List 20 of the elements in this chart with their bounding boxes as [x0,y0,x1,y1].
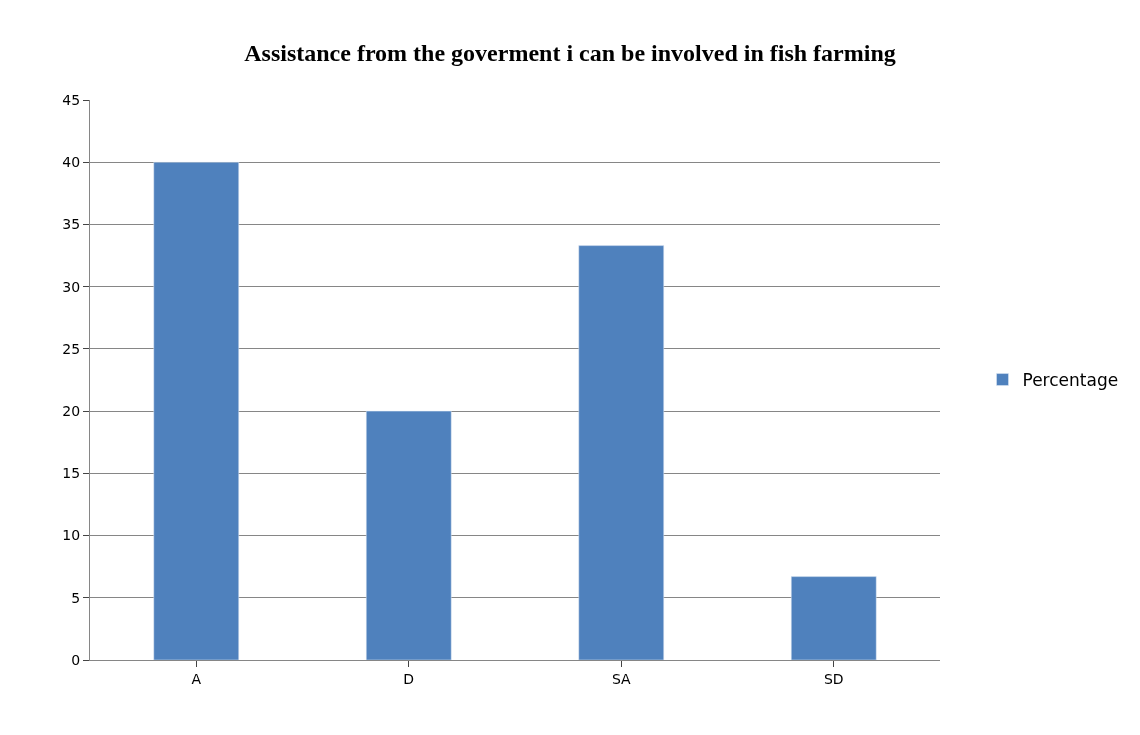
x-tick-label: SD [823,670,844,687]
y-tick-label: 35 [62,216,81,233]
x-tick-label: A [191,670,202,687]
x-tick-label: SA [611,670,632,687]
bar [366,410,452,660]
y-tick-label: 0 [71,651,81,668]
bar [153,161,239,660]
x-tick-label: D [403,670,415,687]
y-tick-label: 30 [62,278,81,295]
y-tick-label: 40 [62,154,81,171]
y-tick-label: 5 [71,589,81,606]
legend-label: Percentage [1022,370,1119,391]
y-tick-label: 45 [62,91,81,108]
y-tick-label: 15 [62,465,81,482]
bar [791,576,877,660]
bar [578,245,664,660]
chart-title: Assistance from the goverment i can be involved in fish farming [244,39,896,66]
y-tick-label: 25 [62,340,81,357]
y-tick-label: 20 [62,403,81,420]
y-tick-label: 10 [62,527,81,544]
